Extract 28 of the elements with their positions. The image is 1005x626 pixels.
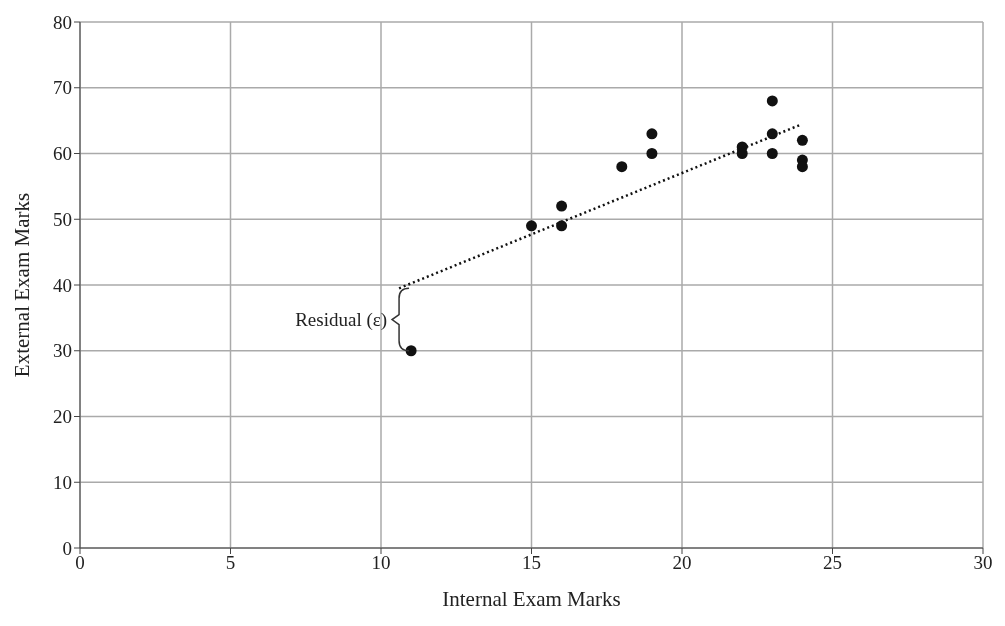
x-tick-label: 5 xyxy=(225,552,236,574)
y-tick-label: 40 xyxy=(53,274,72,296)
x-tick-label: 15 xyxy=(522,552,541,574)
x-tick-label: 25 xyxy=(823,552,842,574)
point xyxy=(556,200,568,212)
y-axis-title: External Exam Marks xyxy=(10,192,35,378)
y-tick-label: 50 xyxy=(53,208,72,230)
y-tick-label: 20 xyxy=(53,406,72,428)
point xyxy=(526,220,537,232)
point xyxy=(766,95,778,107)
y-tick-label: 10 xyxy=(53,471,72,493)
y-tick-label: 30 xyxy=(53,340,72,362)
point xyxy=(646,148,658,159)
y-tick-label: 70 xyxy=(53,77,72,99)
y-tick-label: 60 xyxy=(53,143,72,165)
point xyxy=(646,128,658,140)
point xyxy=(766,148,778,159)
x-tick-label: 20 xyxy=(672,552,692,574)
point xyxy=(796,134,808,146)
point xyxy=(616,161,628,173)
y-tick-label: 0 xyxy=(62,537,72,559)
annotation: Residual (ε) xyxy=(295,309,388,332)
y-tick-label: 80 xyxy=(53,11,72,33)
x-axis-title: Internal Exam Marks xyxy=(442,587,621,611)
x-tick-label: 30 xyxy=(973,552,993,574)
point xyxy=(766,128,778,140)
point xyxy=(405,345,417,357)
x-tick-label: 10 xyxy=(371,552,391,574)
